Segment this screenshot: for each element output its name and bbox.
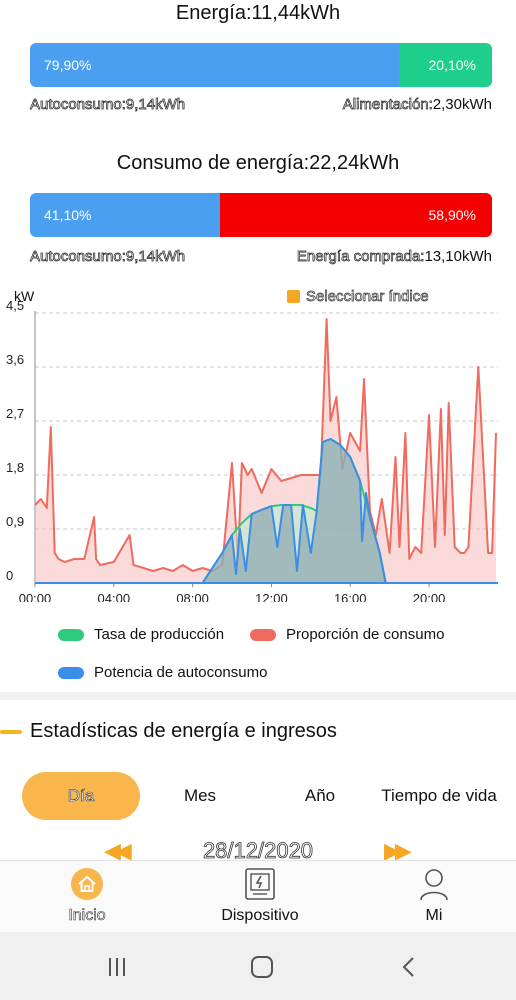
tab-lifetime[interactable]: Tiempo de vida: [381, 786, 497, 805]
legend-production[interactable]: Tasa de producción: [58, 626, 224, 643]
legend-consumption-swatch: [250, 628, 276, 641]
recent-apps-icon[interactable]: [102, 952, 132, 982]
x-tick-label: 08:00: [176, 591, 209, 602]
legend-self-consumption-label: Potencia de autoconsumo: [94, 664, 268, 681]
next-date-icon[interactable]: ▶▶: [384, 838, 412, 860]
series-consumption-area: [35, 319, 496, 583]
x-tick-label: 04:00: [98, 591, 131, 602]
home-icon: [70, 867, 104, 901]
consumption-purchased-label: Energía comprada:13,10kWh: [296, 248, 492, 266]
select-index-button[interactable]: Seleccionar índice: [287, 288, 429, 305]
x-tick-label: 12:00: [255, 591, 288, 602]
power-chart: 0 0,9 1,8 2,7 3,6 4,5 00:00 04:00 08:00 12:00 16:0…: [6, 298, 498, 602]
date-navigator: ◀◀ 28/12/2020 ▶▶: [0, 838, 516, 860]
consumption-ratio-bar: 41,10% 58,90%: [30, 193, 492, 237]
nav-home[interactable]: Inicio: [27, 861, 147, 933]
legend-self-consumption[interactable]: Potencia de autoconsumo: [58, 664, 267, 681]
energy-right-percent: 20,10%: [428, 57, 476, 73]
x-tick-label: 00:00: [19, 591, 52, 602]
section-divider: [0, 692, 516, 700]
y-tick-label: 0: [6, 568, 13, 583]
back-icon[interactable]: [394, 952, 424, 982]
consumption-right-percent: 58,90%: [428, 207, 476, 223]
tab-year[interactable]: Año: [304, 786, 336, 805]
select-index-label: Seleccionar índice: [306, 288, 429, 306]
y-tick-label: 0,9: [6, 514, 24, 529]
y-tick-label: 1,8: [6, 460, 24, 475]
energy-ratio-bar: 79,90% 20,10%: [30, 43, 492, 87]
series-consumption-line: [34, 318, 497, 572]
consumption-self-label: Autoconsumo:9,14kWh: [30, 248, 186, 266]
previous-date-icon[interactable]: ◀◀: [104, 838, 132, 860]
series-self-consumption-line: [201, 438, 387, 584]
select-index-icon: [287, 290, 300, 303]
energy-self-consumption-segment: 79,90%: [30, 43, 400, 87]
energy-feed-in-label: Alimentación:2,30kWh: [342, 96, 492, 114]
consumption-title: Consumo de energía:22,24kWh: [116, 152, 400, 174]
y-tick-label: 2,7: [6, 406, 24, 421]
stats-section-title: Estadísticas de energía e ingresos: [30, 720, 337, 742]
x-tick-label: 16:00: [334, 591, 367, 602]
y-tick-label: 4,5: [6, 298, 24, 313]
tab-day[interactable]: Día: [22, 772, 140, 820]
nav-me-label: Mi: [425, 907, 443, 924]
y-tick-label: 3,6: [6, 352, 24, 367]
legend-production-swatch: [58, 628, 84, 641]
nav-device[interactable]: Dispositivo: [200, 861, 320, 933]
energy-feed-in-segment: 20,10%: [399, 43, 492, 87]
device-icon: [243, 867, 277, 901]
user-icon: [417, 867, 451, 901]
bottom-navigation: Inicio Dispositivo Mi: [0, 860, 516, 932]
system-navigation-bar: [0, 932, 516, 1000]
energy-self-consumption-label: Autoconsumo:9,14kWh: [30, 96, 186, 114]
legend-consumption[interactable]: Proporción de consumo: [250, 626, 444, 643]
home-button-icon[interactable]: [247, 952, 277, 982]
nav-device-label: Dispositivo: [221, 907, 299, 924]
consumption-self-segment: 41,10%: [30, 193, 220, 237]
x-tick-label: 20:00: [413, 591, 446, 602]
section-accent-bar: [0, 730, 22, 734]
nav-home-label: Inicio: [68, 907, 106, 925]
legend-production-label: Tasa de producción: [94, 626, 225, 643]
tab-month[interactable]: Mes: [183, 786, 217, 805]
consumption-purchased-segment: 58,90%: [219, 193, 492, 237]
chart-unit-label: kW: [14, 288, 35, 304]
period-tabs: Día Mes Año Tiempo de vida: [22, 772, 502, 820]
legend-self-consumption-swatch: [58, 666, 84, 679]
consumption-left-percent: 41,10%: [44, 207, 92, 223]
legend-consumption-label: Proporción de consumo: [286, 626, 445, 643]
energy-title: Energía:11,44kWh: [175, 2, 341, 24]
nav-me[interactable]: Mi: [374, 861, 494, 933]
energy-left-percent: 79,90%: [44, 57, 92, 73]
selected-date[interactable]: 28/12/2020: [202, 838, 314, 860]
